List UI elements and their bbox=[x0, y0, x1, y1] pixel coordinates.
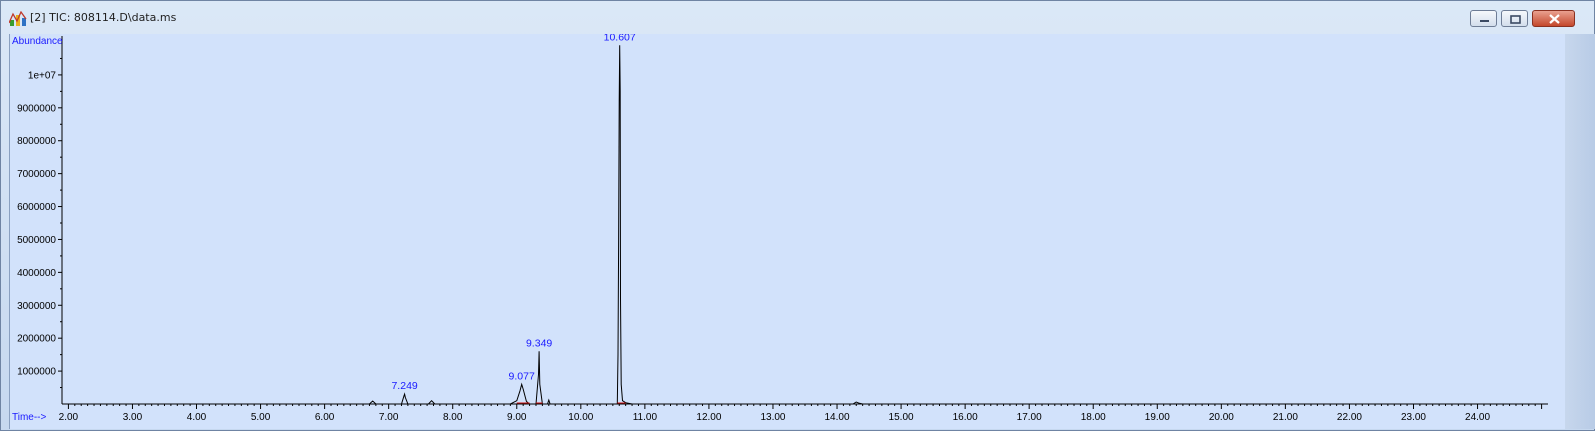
x-tick-label: 23.00 bbox=[1401, 412, 1426, 423]
x-tick-label: 12.00 bbox=[696, 412, 721, 423]
x-tick-label: 21.00 bbox=[1273, 412, 1298, 423]
x-tick-label: 3.00 bbox=[123, 412, 143, 423]
y-tick-label: 4000000 bbox=[17, 268, 56, 279]
x-tick-label: 8.00 bbox=[443, 412, 463, 423]
x-tick-label: 15.00 bbox=[889, 412, 914, 423]
window-right-edge bbox=[1565, 34, 1595, 429]
y-tick-label: 5000000 bbox=[17, 235, 56, 246]
peak-label: 7.249 bbox=[391, 380, 417, 392]
x-tick-label: 7.00 bbox=[379, 412, 399, 423]
y-tick-label: 9000000 bbox=[17, 103, 56, 114]
y-axis-label: Abundance bbox=[12, 36, 63, 47]
x-tick-label: 16.00 bbox=[953, 412, 978, 423]
y-tick-label: 1e+07 bbox=[28, 70, 57, 81]
x-tick-label: 17.00 bbox=[1017, 412, 1042, 423]
peak-label: 10.607 bbox=[604, 34, 636, 43]
y-tick-label: 8000000 bbox=[17, 136, 56, 147]
y-tick-label: 7000000 bbox=[17, 169, 56, 180]
plot-area[interactable]: 1000000 2000000 3000000 4000000 5000000 60000… bbox=[9, 34, 1565, 429]
y-tick-label: 2000000 bbox=[17, 334, 56, 345]
x-tick-label: 10.00 bbox=[568, 412, 593, 423]
minimize-icon bbox=[1480, 20, 1489, 22]
restore-button[interactable] bbox=[1501, 10, 1528, 27]
x-tick-label: 20.00 bbox=[1209, 412, 1234, 423]
restore-icon bbox=[1510, 15, 1521, 24]
x-tick-label: 5.00 bbox=[251, 412, 271, 423]
x-axis-label: Time--> bbox=[12, 412, 47, 423]
chromatogram-app-icon bbox=[9, 11, 27, 26]
chromatogram-chart: 1000000 2000000 3000000 4000000 5000000 60000… bbox=[12, 34, 1548, 423]
x-tick-label: 14.00 bbox=[825, 412, 850, 423]
y-tick-label: 1000000 bbox=[17, 367, 56, 378]
x-tick-label: 24.00 bbox=[1465, 412, 1490, 423]
x-tick-label: 9.00 bbox=[507, 412, 527, 423]
tic-trace bbox=[62, 45, 1548, 405]
window-title: [2] TIC: 808114.D\data.ms bbox=[30, 11, 177, 24]
close-button[interactable] bbox=[1532, 10, 1575, 27]
y-tick-label: 6000000 bbox=[17, 202, 56, 213]
x-tick-label: 4.00 bbox=[187, 412, 207, 423]
y-tick-label: 3000000 bbox=[17, 301, 56, 312]
title-bar[interactable]: [2] TIC: 808114.D\data.ms bbox=[1, 1, 1594, 33]
x-tick-label: 13.00 bbox=[760, 412, 785, 423]
x-tick-label: 18.00 bbox=[1081, 412, 1106, 423]
x-tick-label: 6.00 bbox=[315, 412, 335, 423]
x-tick-label: 11.00 bbox=[633, 412, 658, 423]
x-tick-label: 19.00 bbox=[1145, 412, 1170, 423]
close-icon bbox=[1549, 14, 1560, 24]
peak-label: 9.349 bbox=[526, 337, 552, 349]
x-tick-label: 2.00 bbox=[59, 412, 79, 423]
peak-label: 9.077 bbox=[509, 370, 535, 382]
minimize-button[interactable] bbox=[1470, 10, 1497, 27]
x-tick-label: 22.00 bbox=[1337, 412, 1362, 423]
